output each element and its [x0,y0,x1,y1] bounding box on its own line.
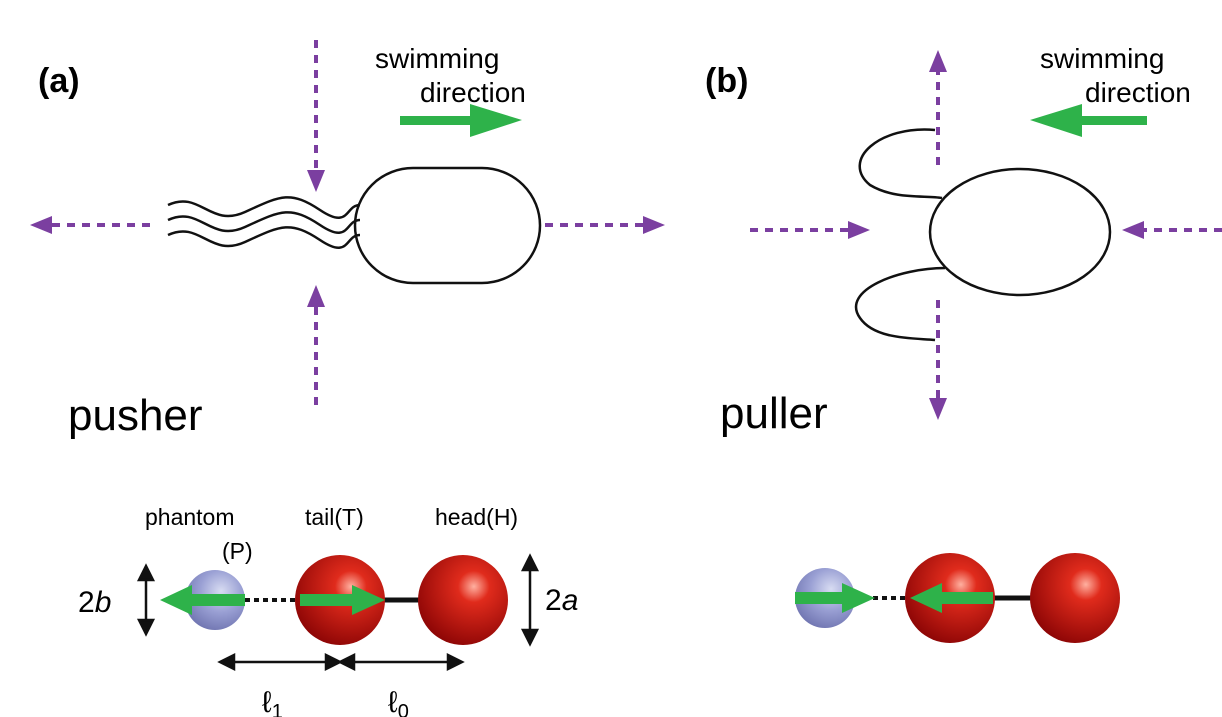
flow-arrows [750,50,1222,420]
bead-label: tail(T) [305,504,364,530]
panel-label: (a) [38,62,80,100]
swimmer-type: pusher [68,391,203,440]
flagella [167,196,361,249]
swim-arrow [400,104,522,137]
flagella [854,128,946,342]
length-label: ℓ0 [388,686,409,717]
swimmer-type: puller [720,389,828,438]
direction-text: direction [1085,77,1191,108]
direction-text: swimming [1040,43,1164,74]
head-bead [1030,553,1120,643]
size-arrows [136,553,540,672]
panel-label: (b) [705,62,748,100]
length-label: ℓ1 [262,686,283,717]
cell-body [928,167,1112,297]
size-label: 2b [78,586,111,619]
force-arrow [160,585,385,615]
direction-text: direction [420,77,526,108]
force-arrow [795,583,993,613]
bead-label: head(H) [435,504,518,530]
bead-label: phantom [145,504,235,530]
cell-body [353,166,542,285]
swim-arrow [1030,104,1147,137]
bead-label: (P) [222,538,253,564]
flow-arrows [30,40,665,405]
head-bead [418,555,508,645]
direction-text: swimming [375,43,499,74]
size-label: 2a [545,584,578,617]
